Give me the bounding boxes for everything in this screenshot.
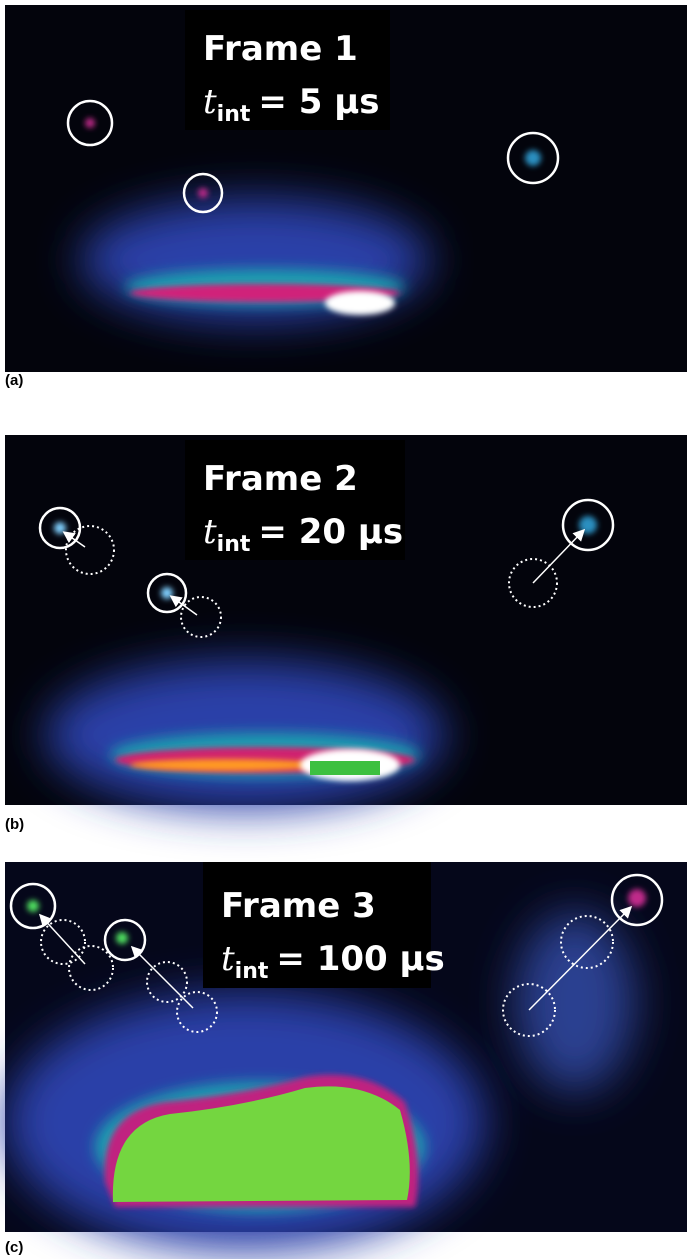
panel-label: (b): [5, 816, 24, 833]
panel-a: Frame 1 tint= 5 μs: [5, 5, 687, 372]
frame-title: Frame 3: [221, 886, 376, 926]
panel-b: Frame 2 tint= 20 μs: [5, 435, 687, 810]
panel-label: (c): [5, 1239, 23, 1256]
frame-title: Frame 1: [203, 29, 358, 69]
figure: Frame 1 tint= 5 μs (a) Frame 2 tint= 20 …: [0, 0, 687, 1259]
panel-label: (a): [5, 372, 23, 389]
frame-title: Frame 2: [203, 459, 358, 499]
panel-c: Frame 3 tint= 100 μs: [5, 862, 687, 1252]
